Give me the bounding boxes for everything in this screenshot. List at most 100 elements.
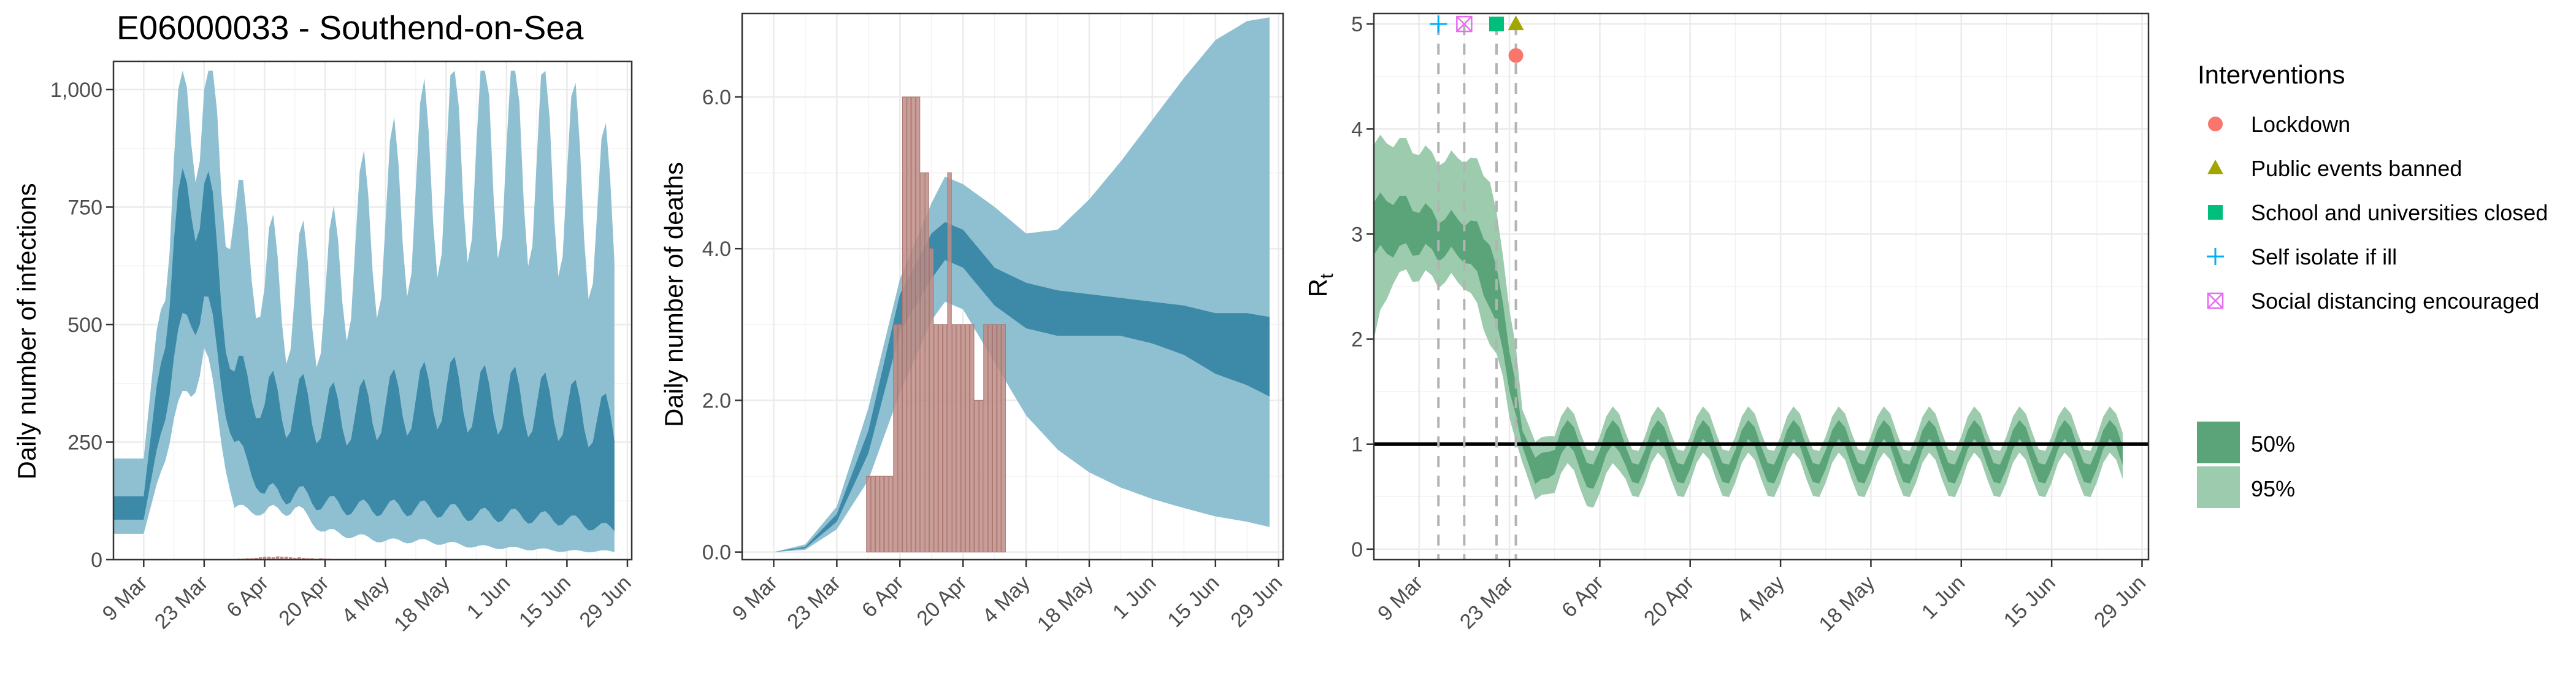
infections-death-bar xyxy=(267,557,271,560)
legend-marker-square-icon xyxy=(2208,205,2223,220)
legend-band-label: 50% xyxy=(2251,431,2295,457)
x-tick-label: 9 Mar xyxy=(98,571,152,625)
legend-marker-plus-icon xyxy=(2207,248,2224,265)
deaths-bands xyxy=(773,17,1270,552)
intervention-marker-plus-icon xyxy=(1430,15,1447,33)
deaths-bar xyxy=(997,324,1002,553)
rt-ylabel: Rt xyxy=(1303,273,1337,297)
infections-panel-border xyxy=(112,60,633,561)
x-tick-label: 23 Mar xyxy=(783,571,845,634)
infections-death-bar xyxy=(280,557,284,560)
intervention-marker-triangle-icon xyxy=(1508,15,1524,31)
infections-death-bar xyxy=(271,557,275,560)
x-tick-label: 29 Jun xyxy=(1226,571,1287,632)
deaths-bar xyxy=(897,324,902,553)
deaths-panel-border xyxy=(741,12,1284,561)
x-tick-label: 23 Mar xyxy=(1455,571,1518,634)
deaths-bar xyxy=(965,324,970,553)
deaths-bar xyxy=(947,172,952,553)
deaths-bar xyxy=(866,476,871,553)
y-tick-label: 1,000 xyxy=(50,79,102,102)
x-tick-label: 1 Jun xyxy=(462,571,515,624)
deaths-bar xyxy=(870,476,875,553)
legend-label: Public events banned xyxy=(2251,156,2462,181)
deaths-panel: Daily number of deaths 9 Mar 23 Mar 6 Apr 2… xyxy=(659,12,1287,636)
y-tick-label: 250 xyxy=(67,431,102,454)
deaths-bar xyxy=(907,96,911,553)
legend-marker-boxed-x-icon xyxy=(2207,292,2224,309)
legend-interventions: Lockdown Public events banned School and u… xyxy=(2207,112,2548,314)
x-tick-label: 29 Jun xyxy=(2090,571,2150,632)
infections-death-bar xyxy=(302,557,305,560)
x-tick-label: 4 May xyxy=(1732,571,1788,628)
deaths-bar xyxy=(893,324,898,553)
infections-death-bar xyxy=(275,556,280,560)
x-tick-label: 20 Apr xyxy=(1639,571,1698,630)
y-tick-label: 6.0 xyxy=(702,86,731,109)
deaths-bar xyxy=(911,96,916,553)
rt-ylabel-subscript: t xyxy=(1317,273,1337,279)
deaths-bar xyxy=(960,324,965,553)
deaths-bar xyxy=(880,476,884,553)
rt-95-band xyxy=(1374,134,2123,508)
deaths-50-band xyxy=(773,222,1270,552)
legend: Interventions Lockdown Public events bann… xyxy=(2197,60,2548,508)
deaths-bar xyxy=(884,476,889,553)
rt-bands xyxy=(1374,134,2123,508)
deaths-bar xyxy=(978,399,984,553)
deaths-bar xyxy=(902,96,907,553)
deaths-ylabel: Daily number of deaths xyxy=(659,162,688,427)
y-tick-label: 1 xyxy=(1351,433,1363,457)
infections-death-bar xyxy=(284,557,288,560)
x-tick-label: 9 Mar xyxy=(1373,571,1427,625)
x-tick-label: 6 Apr xyxy=(857,571,908,622)
y-tick-label: 5 xyxy=(1351,13,1363,36)
x-tick-label: 6 Apr xyxy=(222,571,273,622)
y-tick-label: 2.0 xyxy=(702,389,731,412)
x-tick-label: 20 Apr xyxy=(912,571,971,630)
deaths-bar xyxy=(970,324,975,553)
y-tick-label: 2 xyxy=(1351,328,1363,352)
x-tick-label: 6 Apr xyxy=(1557,571,1608,622)
deaths-bar xyxy=(987,324,992,553)
y-tick-label: 0 xyxy=(1351,538,1363,561)
legend-band-swatch xyxy=(2197,466,2240,508)
y-tick-label: 4 xyxy=(1351,118,1363,141)
deaths-bar xyxy=(888,476,894,553)
rt-50-band xyxy=(1374,192,2123,489)
deaths-bar xyxy=(916,96,921,553)
infections-50-band xyxy=(113,168,615,531)
y-tick-label: 0.0 xyxy=(702,541,731,565)
intervention-marker-circle-icon xyxy=(1508,48,1524,63)
intervention-marker-boxed-x-icon xyxy=(1456,15,1473,33)
y-tick-label: 500 xyxy=(67,314,102,337)
legend-band-label: 95% xyxy=(2251,476,2295,501)
legend-marker-triangle-icon xyxy=(2207,160,2223,174)
infections-death-bar xyxy=(288,557,293,560)
deaths-bar xyxy=(974,399,979,553)
deaths-bar xyxy=(938,324,943,553)
deaths-bar xyxy=(920,172,925,553)
deaths-bar xyxy=(924,172,929,553)
infections-bands xyxy=(113,71,615,553)
x-tick-label: 9 Mar xyxy=(728,571,782,625)
legend-label: Self isolate if ill xyxy=(2251,244,2397,269)
legend-marker-circle-icon xyxy=(2208,117,2223,131)
x-tick-label: 1 Jun xyxy=(1917,571,1970,624)
legend-label: Lockdown xyxy=(2251,112,2350,137)
x-tick-label: 15 Jun xyxy=(515,571,575,632)
x-tick-label: 29 Jun xyxy=(575,571,636,632)
legend-label: School and universities closed xyxy=(2251,200,2548,225)
x-tick-label: 18 May xyxy=(1033,571,1098,636)
infections-ylabel: Daily number of infections xyxy=(12,183,41,479)
x-tick-label: 4 May xyxy=(337,571,394,628)
x-tick-label: 23 Mar xyxy=(150,571,213,634)
infections-death-bar xyxy=(297,557,301,560)
x-tick-label: 18 May xyxy=(1814,571,1879,636)
infections-death-bar xyxy=(258,557,263,560)
rt-intervention-markers xyxy=(1430,15,1524,560)
infections-death-bar xyxy=(263,557,267,560)
x-tick-label: 18 May xyxy=(389,571,454,636)
deaths-bars xyxy=(866,96,1006,553)
